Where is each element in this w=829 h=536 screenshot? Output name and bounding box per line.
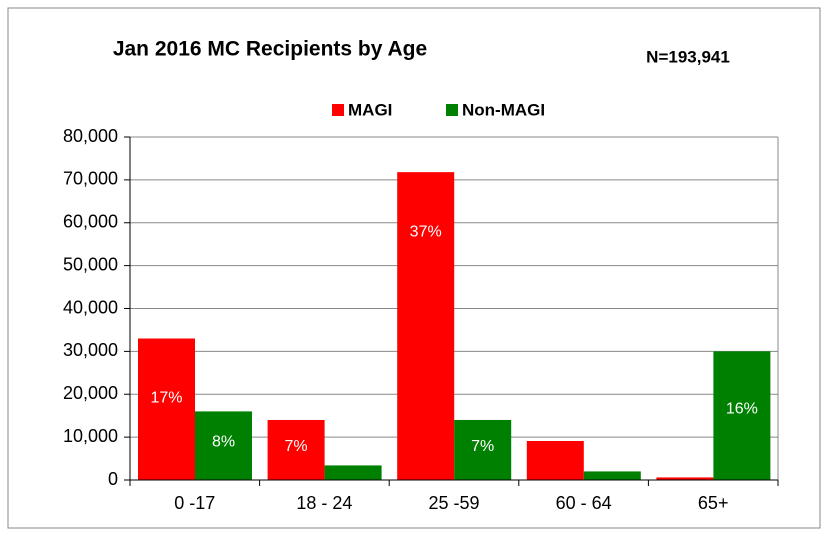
x-tick-label: 18 - 24 [296, 493, 352, 513]
bar [454, 419, 512, 480]
y-tick-label: 70,000 [63, 169, 118, 189]
y-tick-label: 40,000 [63, 297, 118, 317]
y-tick-label: 20,000 [63, 383, 118, 403]
x-tick-label: 0 -17 [174, 493, 215, 513]
x-tick-label: 25 -59 [428, 493, 479, 513]
bar-label: 7% [285, 438, 308, 455]
y-tick-label: 10,000 [63, 426, 118, 446]
bar-label: 17% [150, 390, 182, 407]
bar-label: 16% [726, 400, 758, 417]
bar [195, 411, 252, 480]
chart-title: Jan 2016 MC Recipients by Age [113, 38, 427, 61]
legend-swatch [332, 104, 344, 116]
bar [324, 465, 382, 480]
x-tick-label: 60 - 64 [556, 493, 612, 513]
bar [583, 471, 641, 480]
legend-label: Non-MAGI [462, 100, 545, 119]
bar [267, 419, 325, 480]
bar [526, 440, 584, 480]
bar-label: 7% [471, 438, 494, 455]
bar-label: 37% [410, 223, 442, 240]
y-tick-label: 60,000 [63, 212, 118, 232]
y-tick-label: 0 [108, 469, 118, 489]
bar [656, 477, 714, 480]
x-tick-label: 65+ [698, 493, 729, 513]
y-tick-label: 50,000 [63, 254, 118, 274]
bar-label: 8% [212, 433, 235, 450]
y-tick-label: 30,000 [63, 340, 118, 360]
bar [713, 351, 771, 480]
y-tick-label: 80,000 [63, 126, 118, 146]
legend-swatch [446, 104, 458, 116]
bar [138, 338, 195, 480]
chart-subtitle: N=193,941 [646, 47, 730, 66]
bar [397, 172, 455, 480]
legend-label: MAGI [348, 100, 392, 119]
